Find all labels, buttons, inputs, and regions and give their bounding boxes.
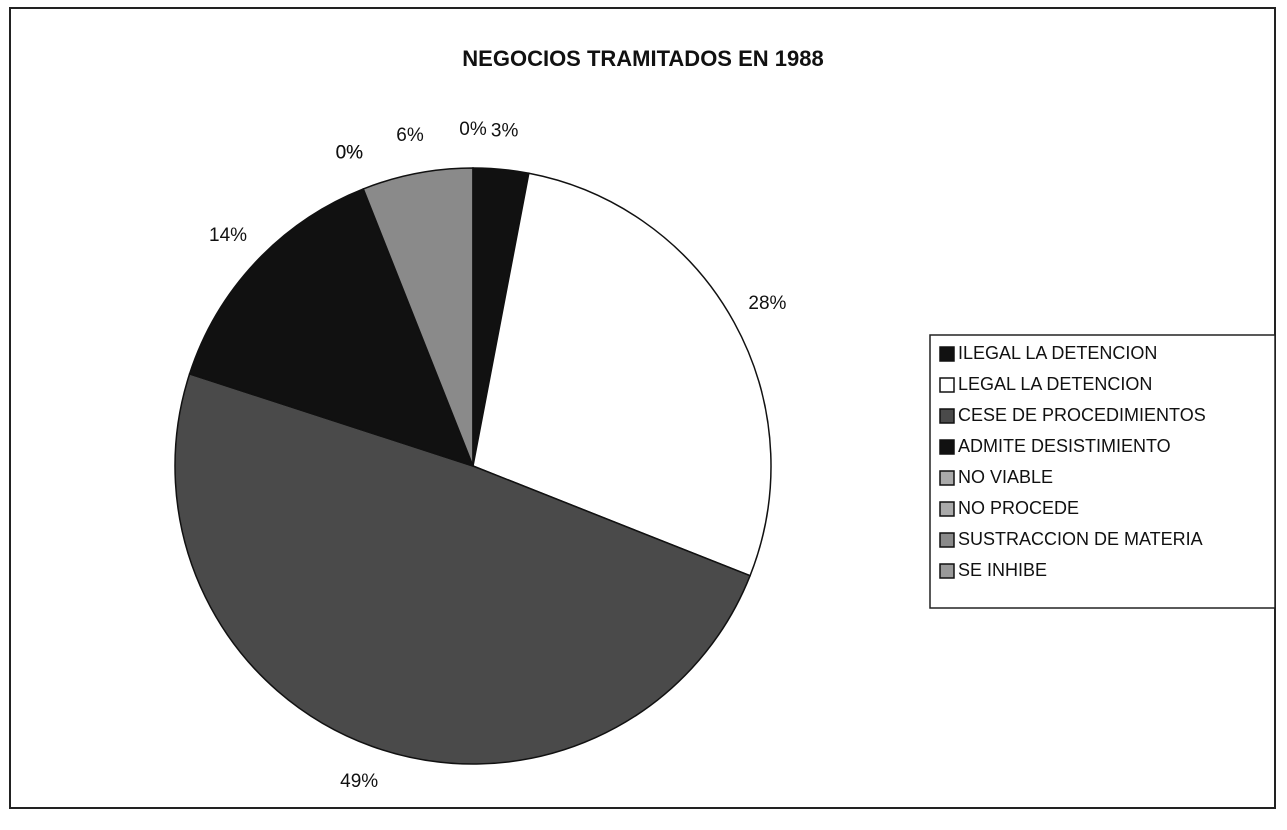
- legend-label: NO PROCEDE: [958, 498, 1079, 518]
- legend-label: ILEGAL LA DETENCION: [958, 343, 1157, 363]
- legend-label: NO VIABLE: [958, 467, 1053, 487]
- data-label: 28%: [748, 293, 786, 314]
- data-label: 3%: [491, 121, 519, 142]
- pie-slice: [174, 372, 752, 765]
- data-label: 0%: [459, 119, 487, 140]
- data-label: 14%: [209, 225, 247, 246]
- legend-swatch: [939, 470, 955, 486]
- legend-label: CESE DE PROCEDIMIENTOS: [958, 405, 1206, 425]
- data-label: 6%: [396, 125, 424, 146]
- legend-label: SUSTRACCION DE MATERIA: [958, 529, 1203, 549]
- data-label: 49%: [340, 771, 378, 792]
- legend-label: ADMITE DESISTIMIENTO: [958, 436, 1171, 456]
- chart-title: NEGOCIOS TRAMITADOS EN 1988: [462, 46, 823, 71]
- legend-swatch: [939, 408, 955, 424]
- pie-slice: [188, 187, 475, 468]
- legend-swatch: [939, 501, 955, 517]
- legend-label: LEGAL LA DETENCION: [958, 374, 1152, 394]
- pie-slice: [472, 172, 772, 577]
- data-label: 0%: [336, 143, 364, 164]
- legend-swatch: [939, 346, 955, 362]
- legend-swatch: [939, 532, 955, 548]
- legend-swatch: [939, 377, 955, 393]
- data-label: 0%: [336, 143, 364, 164]
- legend-label: SE INHIBE: [958, 560, 1047, 580]
- legend-swatch: [939, 563, 955, 579]
- legend-box: [929, 334, 1276, 609]
- legend-swatch: [939, 439, 955, 455]
